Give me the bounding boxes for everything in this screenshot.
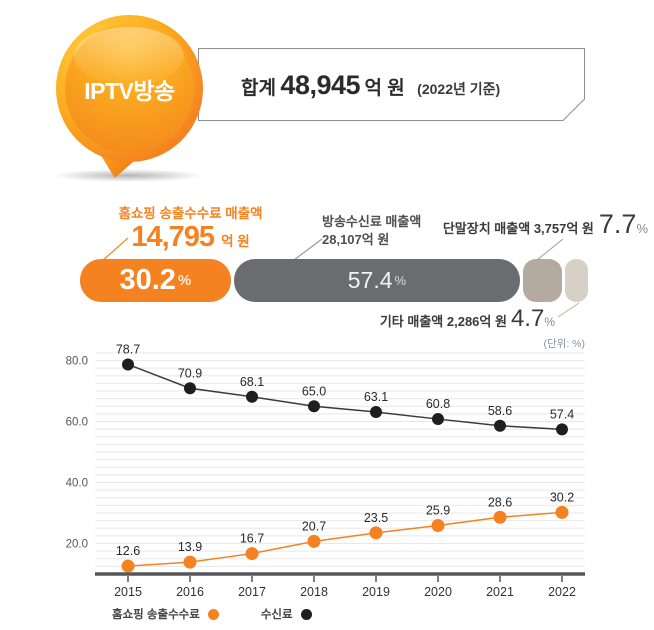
svg-text:58.6: 58.6 bbox=[488, 404, 512, 418]
category-balloon: IPTV방송 bbox=[56, 15, 203, 162]
balloon-shadow bbox=[52, 169, 204, 182]
svg-text:20.7: 20.7 bbox=[302, 519, 326, 533]
legend-item-license-fee: 수신료 bbox=[261, 606, 312, 622]
total-note: (2022년 기준) bbox=[417, 81, 501, 97]
license-fee-callout: 방송수신료 매출액 28,107억 원 bbox=[322, 213, 421, 248]
svg-text:23.5: 23.5 bbox=[364, 511, 388, 525]
svg-text:60.0: 60.0 bbox=[66, 417, 88, 429]
total-prefix: 합계 bbox=[241, 78, 276, 99]
legend-dot-black bbox=[300, 608, 312, 620]
svg-text:(단위: %): (단위: %) bbox=[544, 337, 585, 350]
svg-text:12.6: 12.6 bbox=[116, 544, 140, 558]
svg-text:2020: 2020 bbox=[424, 585, 452, 599]
chart-legend: 홈쇼핑 송출수수료 수신료 bbox=[112, 606, 312, 622]
svg-text:40.0: 40.0 bbox=[66, 478, 88, 490]
segment-percent: 57.4 bbox=[347, 267, 393, 293]
svg-text:78.7: 78.7 bbox=[116, 342, 140, 356]
trend-line-chart: 20.0 40.0 60.0 80.0 (단위: %) 2015 2016 2017 2018 2… bbox=[0, 335, 654, 600]
svg-text:2016: 2016 bbox=[176, 585, 204, 599]
legend-dot-orange bbox=[207, 608, 219, 620]
revenue-breakdown: 홈쇼핑 송출수수료 매출액 14,795 억 원 방송수신료 매출액 28,10… bbox=[0, 195, 654, 335]
trend-chart-svg: 20.0 40.0 60.0 80.0 (단위: %) 2015 2016 2017 2018 2… bbox=[66, 337, 585, 599]
homeshopping-fee-amount: 14,795 억 원 bbox=[131, 221, 250, 253]
svg-text:30.2: 30.2 bbox=[550, 490, 574, 504]
svg-text:63.1: 63.1 bbox=[364, 390, 388, 404]
etc-revenue-label: 기타 매출액 2,286억 원 bbox=[379, 314, 507, 329]
etc-revenue-callout: 기타 매출액 2,286억 원 4.7% bbox=[379, 305, 555, 332]
total-value: 48,945 bbox=[280, 70, 361, 100]
bar-segment-license-fee: 57.4% bbox=[233, 259, 521, 302]
svg-text:70.9: 70.9 bbox=[178, 366, 202, 380]
license-fee-amount: 28,107억 원 bbox=[322, 231, 390, 247]
stacked-percentage-bar: 30.2% 57.4% bbox=[80, 259, 588, 302]
svg-text:2017: 2017 bbox=[238, 585, 266, 599]
svg-text:65.0: 65.0 bbox=[302, 384, 326, 398]
svg-text:2019: 2019 bbox=[362, 585, 390, 599]
svg-text:2022: 2022 bbox=[548, 585, 576, 599]
svg-text:20.0: 20.0 bbox=[66, 539, 88, 551]
svg-text:28.6: 28.6 bbox=[488, 495, 512, 509]
terminal-device-callout: 단말장치 매출액 3,757억 원 7.7% bbox=[442, 209, 648, 239]
svg-text:13.9: 13.9 bbox=[178, 540, 202, 554]
total-unit: 억 원 bbox=[364, 78, 405, 99]
svg-text:16.7: 16.7 bbox=[240, 532, 264, 546]
legend-label: 수신료 bbox=[260, 609, 293, 621]
category-title: IPTV방송 bbox=[84, 77, 175, 104]
terminal-device-percent: 7.7 bbox=[598, 209, 637, 239]
svg-text:2021: 2021 bbox=[486, 585, 514, 599]
svg-text:60.8: 60.8 bbox=[426, 397, 450, 411]
svg-text:2018: 2018 bbox=[300, 585, 328, 599]
terminal-device-label: 단말장치 매출액 3,757억 원 bbox=[442, 221, 594, 236]
legend-label: 홈쇼핑 송출수수료 bbox=[112, 609, 200, 621]
segment-percent: 30.2 bbox=[119, 264, 176, 296]
svg-text:25.9: 25.9 bbox=[426, 504, 450, 518]
legend-item-homeshopping: 홈쇼핑 송출수수료 bbox=[112, 606, 219, 622]
svg-text:80.0: 80.0 bbox=[66, 356, 88, 368]
balloon-inner-circle bbox=[65, 24, 194, 153]
svg-text:2015: 2015 bbox=[114, 585, 142, 599]
balloon-gloss bbox=[74, 27, 184, 85]
license-fee-label: 방송수신료 매출액 bbox=[322, 214, 422, 229]
bar-segment-terminal bbox=[523, 259, 562, 302]
svg-text:57.4: 57.4 bbox=[550, 407, 574, 421]
bar-segment-homeshopping: 30.2% bbox=[80, 259, 231, 302]
bar-segment-etc bbox=[564, 259, 588, 302]
total-revenue-title: 합계 48,945 억 원 (2022년 기준) bbox=[241, 70, 500, 101]
homeshopping-fee-callout: 홈쇼핑 송출수수료 매출액 14,795 억 원 bbox=[98, 202, 283, 252]
homeshopping-fee-label: 홈쇼핑 송출수수료 매출액 bbox=[118, 206, 263, 221]
svg-text:68.1: 68.1 bbox=[240, 375, 264, 389]
etc-revenue-percent: 4.7 bbox=[510, 305, 545, 332]
